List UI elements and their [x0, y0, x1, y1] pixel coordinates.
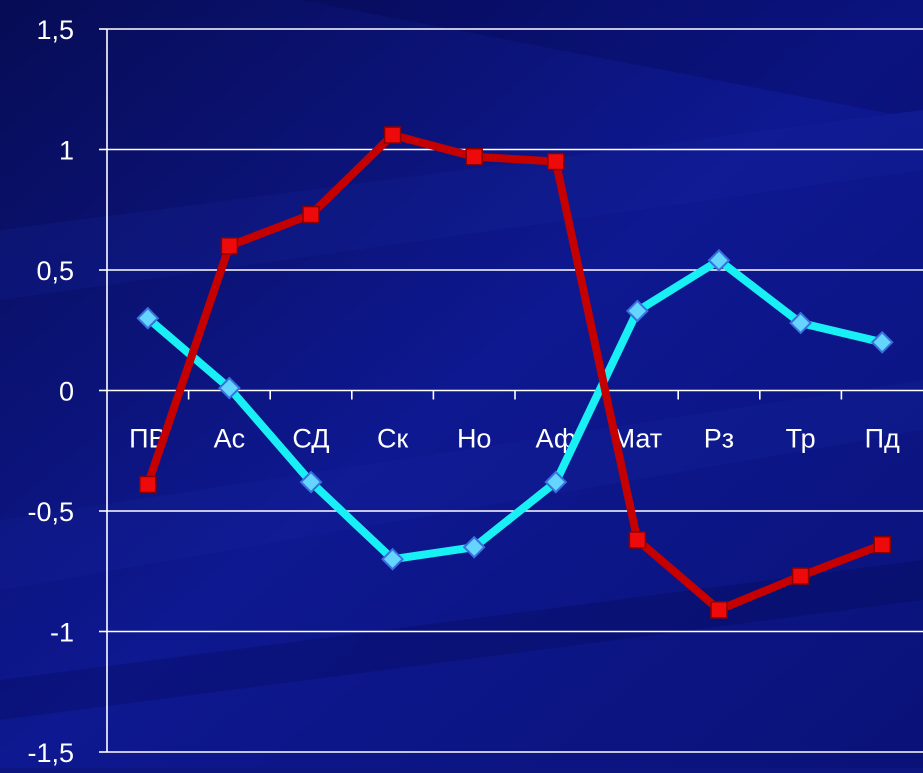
x-tick-label: Пд	[865, 424, 900, 454]
y-tick-label: -1,5	[27, 738, 74, 768]
x-tick-label: Ск	[377, 424, 408, 454]
series-2-point	[302, 205, 320, 224]
grid-layer	[107, 28, 923, 753]
y-tick-label: -0,5	[27, 497, 74, 527]
x-tick-label: Тр	[786, 424, 816, 454]
x-tick-label: Ас	[214, 424, 246, 454]
series-1-point	[381, 547, 405, 571]
y-tick-labels: 1,5 1 0,5 0 -0,5 -1 -1,5	[27, 15, 74, 768]
series-layer	[136, 126, 894, 619]
series-1-point	[625, 299, 649, 323]
series-1-point	[707, 248, 731, 272]
x-tick-label: Рз	[704, 424, 734, 454]
series-1-point	[789, 311, 813, 335]
series-2-line	[143, 131, 887, 614]
series-2-point	[220, 237, 239, 255]
series-1-point	[870, 330, 894, 354]
series-2-point	[710, 601, 728, 619]
series-2-point	[873, 535, 891, 554]
y-tick-label: -1	[50, 618, 74, 648]
series-1-point	[217, 376, 241, 400]
x-tick-label: Но	[457, 424, 492, 454]
series-2-point	[547, 152, 565, 171]
series-1-point	[462, 535, 486, 559]
series-2-point	[139, 475, 157, 494]
y-tick-label: 0,5	[36, 256, 74, 286]
series-2-point	[465, 147, 483, 166]
series-2-point	[628, 531, 647, 549]
x-tick-labels: ПВ Ас СД Ск Но Аф Мат Рз Тр Пд	[129, 424, 900, 454]
series-1-point	[299, 470, 323, 494]
y-tick-label: 1	[59, 136, 74, 166]
series-1-line	[143, 256, 887, 564]
series-2-point	[383, 126, 402, 144]
series-1-point	[544, 470, 568, 494]
y-tick-label: 1,5	[36, 15, 74, 45]
series-1-point	[136, 306, 160, 330]
series-2-point	[791, 567, 810, 585]
y-tick-label: 0	[59, 377, 74, 407]
x-tick-label: СД	[292, 424, 329, 454]
axis-layer	[99, 28, 923, 753]
